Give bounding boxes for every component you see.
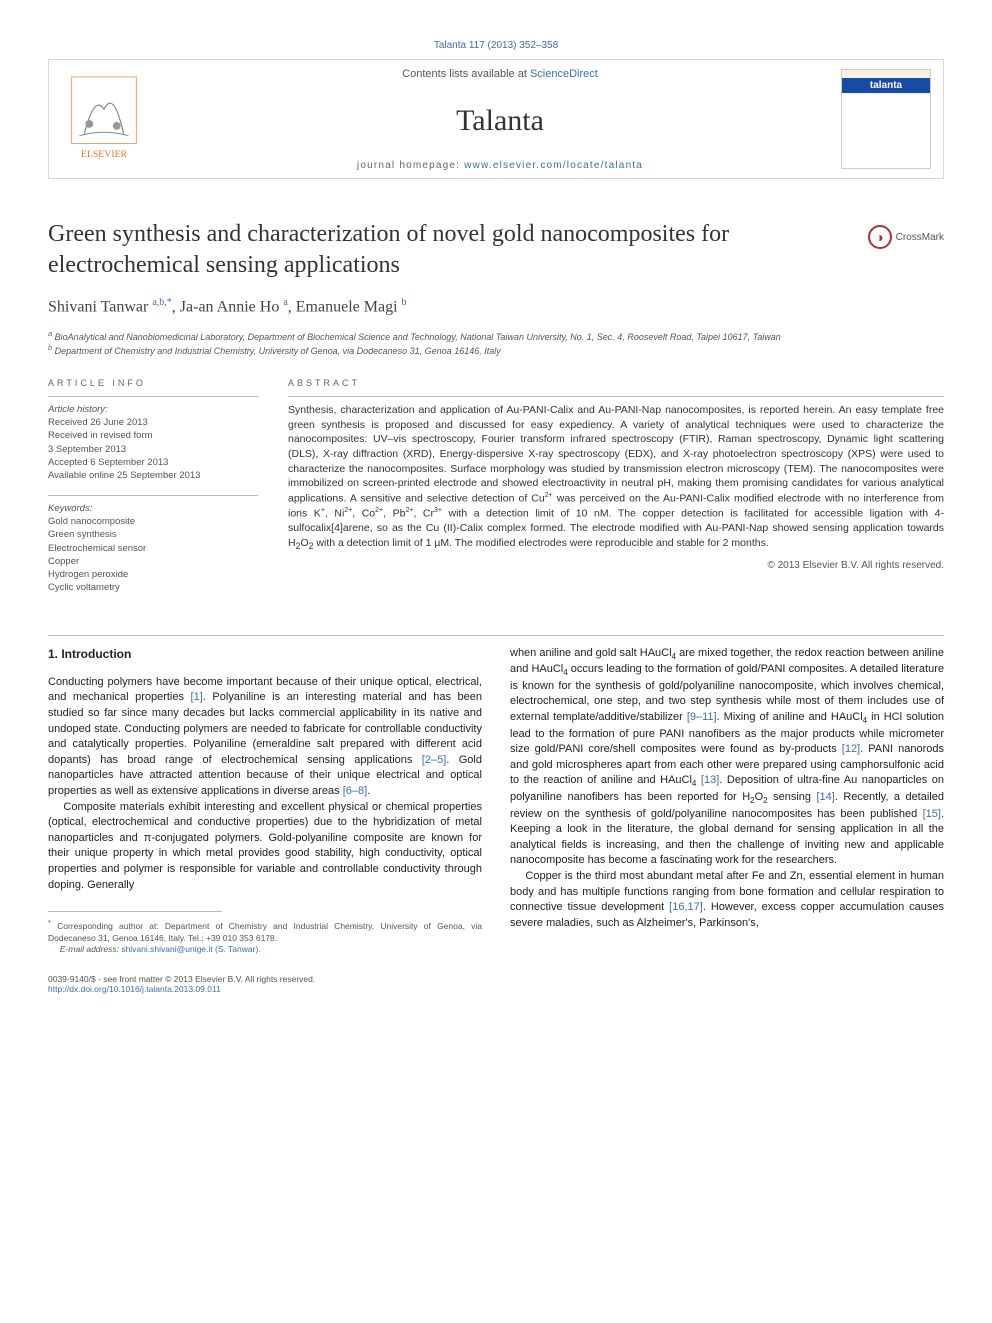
doi-link[interactable]: http://dx.doi.org/10.1016/j.talanta.2013… xyxy=(48,984,221,994)
corresponding-author-footnote: * Corresponding author at: Department of… xyxy=(48,918,482,955)
contents-line: Contents lists available at ScienceDirec… xyxy=(169,68,831,80)
body-paragraph: Composite materials exhibit interesting … xyxy=(48,800,482,894)
abstract-copyright: © 2013 Elsevier B.V. All rights reserved… xyxy=(288,560,944,571)
authors-list: Shivani Tanwar a,b,*, Ja-an Annie Ho a, … xyxy=(48,297,944,316)
crossmark-icon: ◑ xyxy=(868,225,892,249)
article-info-heading: ARTICLE INFO xyxy=(48,378,258,388)
body-column-right: when aniline and gold salt HAuCl4 are mi… xyxy=(510,646,944,956)
body-paragraph: Conducting polymers have become importan… xyxy=(48,675,482,800)
article-title: Green synthesis and characterization of … xyxy=(48,219,852,281)
history-label: Article history: xyxy=(48,404,108,415)
abstract-text: Synthesis, characterization and applicat… xyxy=(288,396,944,553)
footer-right xyxy=(510,974,944,994)
cover-label: talanta xyxy=(842,78,930,93)
body-column-left: 1. Introduction Conducting polymers have… xyxy=(48,646,482,956)
crossmark-label: CrossMark xyxy=(896,232,944,243)
keyword: Green synthesis xyxy=(48,529,117,540)
contents-prefix: Contents lists available at xyxy=(402,68,530,80)
journal-name: Talanta xyxy=(169,104,831,138)
footnote-text: Corresponding author at: Department of C… xyxy=(48,921,482,942)
corresponding-email-link[interactable]: shivani.shivani@unige.it (S. Tanwar) xyxy=(121,944,258,954)
homepage-line: journal homepage: www.elsevier.com/locat… xyxy=(169,160,831,171)
history-line: 3 September 2013 xyxy=(48,444,126,455)
keyword: Copper xyxy=(48,556,79,567)
affiliations: a BioAnalytical and Nanobiomedicinal Lab… xyxy=(48,329,944,358)
keyword: Cyclic voltametry xyxy=(48,582,120,593)
crossmark-badge[interactable]: ◑ CrossMark xyxy=(868,225,944,249)
section-rule xyxy=(48,635,944,636)
front-matter-line: 0039-9140/$ - see front matter © 2013 El… xyxy=(48,974,315,984)
article-history: Article history: Received 26 June 2013 Re… xyxy=(48,396,258,483)
journal-reference: Talanta 117 (2013) 352–358 xyxy=(48,40,944,51)
publisher-logo: ELSEVIER xyxy=(49,60,159,178)
abstract-heading: ABSTRACT xyxy=(288,378,944,388)
keyword: Hydrogen peroxide xyxy=(48,569,128,580)
history-line: Received in revised form xyxy=(48,430,153,441)
sciencedirect-link[interactable]: ScienceDirect xyxy=(530,68,598,80)
homepage-prefix: journal homepage: xyxy=(357,160,464,171)
body-paragraph: Copper is the third most abundant metal … xyxy=(510,869,944,931)
section-heading-introduction: 1. Introduction xyxy=(48,646,482,663)
email-label: E-mail address: xyxy=(60,944,121,954)
history-line: Received 26 June 2013 xyxy=(48,417,148,428)
journal-header: ELSEVIER Contents lists available at Sci… xyxy=(48,59,944,179)
history-line: Available online 25 September 2013 xyxy=(48,470,200,481)
keywords-label: Keywords: xyxy=(48,503,92,514)
publisher-name: ELSEVIER xyxy=(81,149,128,160)
keywords-block: Keywords: Gold nanocomposite Green synthe… xyxy=(48,495,258,595)
footnote-rule xyxy=(48,911,222,912)
keyword: Gold nanocomposite xyxy=(48,516,135,527)
body-paragraph: when aniline and gold salt HAuCl4 are mi… xyxy=(510,646,944,869)
history-line: Accepted 6 September 2013 xyxy=(48,457,168,468)
journal-cover-thumbnail: talanta xyxy=(841,69,931,169)
homepage-link[interactable]: www.elsevier.com/locate/talanta xyxy=(464,160,643,171)
footer-left: 0039-9140/$ - see front matter © 2013 El… xyxy=(48,974,482,994)
keyword: Electrochemical sensor xyxy=(48,543,146,554)
